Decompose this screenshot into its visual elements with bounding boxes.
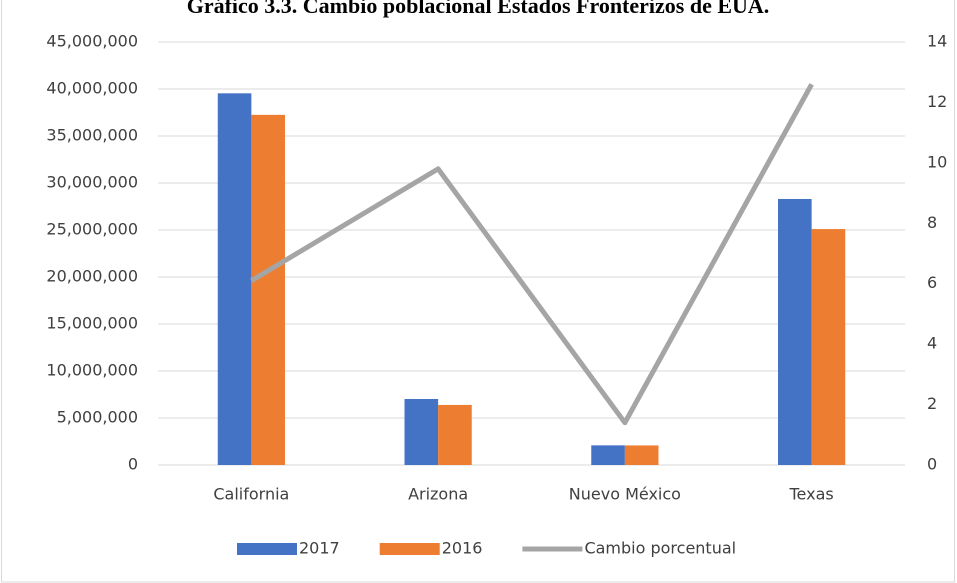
y-tick-label: 25,000,000 (46, 220, 138, 239)
y2-tick-label: 10 (927, 152, 947, 171)
bar (778, 198, 812, 466)
x-tick-label: Arizona (408, 485, 468, 504)
y2-tick-label: 8 (927, 213, 937, 232)
y-tick-label: 15,000,000 (46, 314, 138, 333)
x-tick-label: California (213, 485, 289, 504)
bar (404, 399, 439, 465)
bar (251, 114, 285, 465)
y-tick-label: 40,000,000 (46, 79, 138, 98)
y-tick-label: 30,000,000 (46, 173, 138, 192)
legend-swatch (237, 543, 297, 555)
y2-tick-label: 4 (927, 334, 937, 353)
x-tick-label: Texas (789, 485, 834, 504)
legend-swatch (379, 543, 440, 555)
y-tick-label: 0 (128, 455, 138, 474)
y2-tick-label: 14 (927, 32, 947, 51)
legend-label: 2016 (442, 539, 483, 558)
y-tick-label: 20,000,000 (46, 267, 138, 286)
bar (438, 404, 472, 465)
y-tick-label: 45,000,000 (46, 32, 138, 51)
y-tick-label: 5,000,000 (57, 408, 138, 427)
bar (811, 229, 846, 465)
y-tick-label: 35,000,000 (46, 126, 138, 145)
bar (591, 445, 625, 465)
y-tick-label: 10,000,000 (46, 361, 138, 380)
legend-label: 2017 (299, 539, 340, 558)
line-series (250, 83, 814, 426)
bar (624, 445, 659, 465)
y2-tick-label: 0 (927, 455, 937, 474)
y2-tick-label: 12 (927, 92, 947, 111)
y2-tick-label: 2 (927, 394, 937, 413)
legend-label: Cambio porcentual (584, 539, 736, 558)
chart-title: Gráfico 3.3. Cambio poblacional Estados … (187, 0, 770, 18)
y2-tick-label: 6 (927, 273, 937, 292)
bar (217, 93, 252, 465)
x-tick-label: Nuevo México (569, 485, 681, 504)
